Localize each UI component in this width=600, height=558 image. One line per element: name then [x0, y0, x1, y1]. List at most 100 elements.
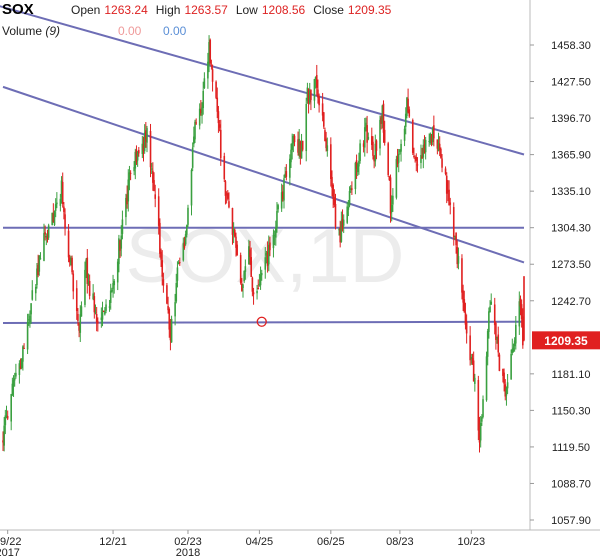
candle[interactable]: [260, 269, 263, 281]
candle[interactable]: [510, 349, 512, 380]
candle[interactable]: [203, 72, 206, 89]
candle[interactable]: [178, 257, 181, 266]
candle[interactable]: [365, 117, 367, 132]
candle[interactable]: [134, 148, 137, 180]
candle[interactable]: [411, 118, 414, 156]
candle-last[interactable]: [523, 276, 525, 342]
candle[interactable]: [234, 228, 236, 238]
candle[interactable]: [264, 247, 267, 279]
candle[interactable]: [308, 82, 311, 105]
candle[interactable]: [358, 152, 360, 175]
candle[interactable]: [95, 306, 98, 332]
candle[interactable]: [332, 183, 334, 209]
candle[interactable]: [441, 154, 443, 173]
candle[interactable]: [125, 193, 127, 226]
candle[interactable]: [133, 161, 135, 176]
candle[interactable]: [433, 115, 435, 147]
candle[interactable]: [506, 373, 509, 395]
candle[interactable]: [379, 115, 381, 156]
candle[interactable]: [167, 296, 169, 314]
candle[interactable]: [447, 180, 449, 202]
candle[interactable]: [36, 263, 38, 289]
candle[interactable]: [403, 125, 406, 147]
candle[interactable]: [257, 279, 260, 290]
candle[interactable]: [184, 230, 187, 246]
candle[interactable]: [461, 254, 463, 300]
candle[interactable]: [105, 299, 107, 314]
candle[interactable]: [512, 343, 515, 353]
candle[interactable]: [118, 234, 120, 273]
candle[interactable]: [161, 250, 164, 286]
candle[interactable]: [258, 273, 261, 287]
candle[interactable]: [285, 164, 288, 181]
candle[interactable]: [421, 147, 423, 159]
candle[interactable]: [485, 351, 488, 402]
candle[interactable]: [12, 375, 15, 397]
candle[interactable]: [478, 416, 481, 453]
candle[interactable]: [470, 353, 473, 365]
candle[interactable]: [67, 224, 70, 263]
candle[interactable]: [392, 188, 394, 212]
candle[interactable]: [449, 197, 452, 215]
candle[interactable]: [464, 302, 467, 330]
candle[interactable]: [389, 174, 392, 223]
candle[interactable]: [202, 81, 205, 115]
candle[interactable]: [27, 313, 30, 326]
candle[interactable]: [215, 80, 217, 100]
candle[interactable]: [241, 278, 243, 292]
candle[interactable]: [59, 193, 62, 212]
candle[interactable]: [390, 195, 393, 222]
candle[interactable]: [250, 247, 253, 278]
candle[interactable]: [306, 82, 309, 104]
candle[interactable]: [383, 120, 386, 146]
candle[interactable]: [75, 280, 78, 320]
candle[interactable]: [13, 372, 16, 387]
candle[interactable]: [77, 308, 79, 326]
candle[interactable]: [198, 103, 201, 130]
candle[interactable]: [273, 230, 276, 246]
candle[interactable]: [477, 375, 480, 441]
candle[interactable]: [51, 212, 53, 226]
candle[interactable]: [469, 326, 471, 366]
candle[interactable]: [168, 307, 171, 338]
candle[interactable]: [208, 35, 210, 73]
candle[interactable]: [154, 184, 157, 208]
candle[interactable]: [43, 223, 45, 262]
candle[interactable]: [479, 416, 482, 448]
candle[interactable]: [387, 141, 389, 178]
candle[interactable]: [280, 183, 283, 212]
candle[interactable]: [348, 186, 351, 208]
candle[interactable]: [210, 59, 213, 70]
candle[interactable]: [277, 203, 279, 213]
candle[interactable]: [440, 147, 442, 159]
candle[interactable]: [414, 155, 416, 163]
candle[interactable]: [366, 115, 368, 154]
candle[interactable]: [399, 149, 401, 155]
candle[interactable]: [505, 386, 508, 406]
candle[interactable]: [314, 76, 317, 89]
candle[interactable]: [444, 166, 447, 176]
candle[interactable]: [61, 172, 64, 208]
candle[interactable]: [338, 228, 340, 236]
candle[interactable]: [486, 328, 489, 366]
candle[interactable]: [252, 287, 255, 305]
candle[interactable]: [160, 248, 162, 267]
candle[interactable]: [244, 259, 247, 280]
candle[interactable]: [356, 162, 359, 177]
candle[interactable]: [129, 170, 132, 181]
candle[interactable]: [29, 310, 31, 328]
candle[interactable]: [349, 185, 352, 193]
candle[interactable]: [219, 119, 222, 166]
candle[interactable]: [515, 316, 517, 350]
candle[interactable]: [231, 207, 234, 245]
candle[interactable]: [482, 395, 484, 419]
candle[interactable]: [388, 175, 391, 181]
candle[interactable]: [291, 133, 293, 160]
candle[interactable]: [177, 260, 180, 265]
candle[interactable]: [289, 154, 291, 186]
trendline[interactable]: [2, 85, 525, 264]
candle[interactable]: [31, 280, 34, 301]
candle[interactable]: [324, 127, 326, 142]
